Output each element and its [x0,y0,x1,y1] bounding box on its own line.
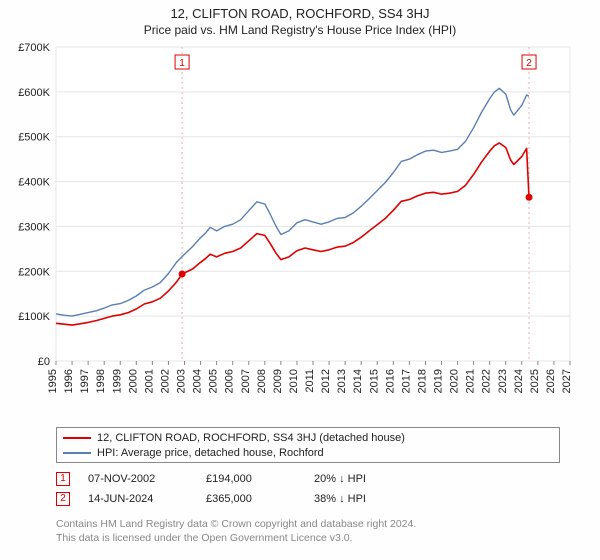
attribution-line: Contains HM Land Registry data © Crown c… [56,517,560,531]
price-chart: £0 £100K £200K £300K £400K £500K £600K £700K 199… [0,41,600,421]
page-title: 12, CLIFTON ROAD, ROCHFORD, SS4 3HJ [0,0,600,21]
x-tick-label: 1995 [47,369,59,393]
x-tick-label: 2007 [240,369,252,393]
x-tick-label: 2003 [176,369,188,393]
sale-date: 14-JUN-2024 [88,493,188,505]
sale-row: 1 07-NOV-2002 £194,000 20% ↓ HPI [56,469,600,489]
x-tick-label: 2013 [336,369,348,393]
x-tick-label: 1998 [95,369,107,393]
sale-price: £194,000 [206,473,296,485]
x-tick-label: 2022 [481,369,493,393]
x-tick-label: 1999 [111,369,123,393]
x-tick-label: 2006 [224,369,236,393]
y-tick-label: £0 [38,356,50,368]
x-tick-label: 2017 [400,369,412,393]
sale-marker: 1 [56,472,70,486]
sale-diff: 20% ↓ HPI [314,473,434,485]
x-tick-label: 2012 [320,369,332,393]
y-tick-label: £200K [18,266,50,278]
attribution: Contains HM Land Registry data © Crown c… [56,517,560,545]
sale-point [526,194,533,201]
sale-date: 07-NOV-2002 [88,473,188,485]
legend-label: 12, CLIFTON ROAD, ROCHFORD, SS4 3HJ (det… [97,432,405,444]
x-tick-label: 2018 [416,369,428,393]
chart-svg: £0 £100K £200K £300K £400K £500K £600K £700K 199… [0,41,600,421]
x-tick-label: 2004 [192,369,204,393]
x-tick-label: 2000 [127,369,139,393]
legend-swatch [63,452,91,454]
x-tick-label: 2020 [449,369,461,393]
legend-item: HPI: Average price, detached house, Roch… [63,445,553,460]
x-tick-label: 2023 [497,369,509,393]
x-tick-label: 2016 [384,369,396,393]
x-tick-label: 2014 [352,369,364,393]
x-tick-label: 2024 [513,369,525,393]
page-subtitle: Price paid vs. HM Land Registry's House … [0,21,600,41]
legend-item: 12, CLIFTON ROAD, ROCHFORD, SS4 3HJ (det… [63,430,553,445]
y-tick-label: £400K [18,177,50,189]
sales-table: 1 07-NOV-2002 £194,000 20% ↓ HPI 2 14-JUN-202… [56,469,600,509]
attribution-line: This data is licensed under the Open Gov… [56,531,560,545]
y-tick-label: £100K [18,311,50,323]
legend-label: HPI: Average price, detached house, Roch… [97,447,324,459]
x-tick-label: 2009 [272,369,284,393]
x-tick-label: 2026 [545,369,557,393]
x-tick-label: 1997 [79,369,91,393]
sale-point [179,270,186,277]
x-tick-label: 2015 [368,369,380,393]
x-tick-label: 2027 [561,369,573,393]
x-tick-label: 2005 [208,369,220,393]
x-tick-label: 2002 [159,369,171,393]
y-tick-label: £500K [18,132,50,144]
x-tick-label: 2008 [256,369,268,393]
x-tick-label: 2001 [143,369,155,393]
y-tick-label: £300K [18,221,50,233]
legend: 12, CLIFTON ROAD, ROCHFORD, SS4 3HJ (det… [56,427,560,463]
x-tick-label: 2011 [304,369,316,393]
x-tick-label: 2021 [465,369,477,393]
x-tick-label: 2019 [433,369,445,393]
sale-marker: 2 [56,492,70,506]
x-tick-label: 2010 [288,369,300,393]
sale-price: £365,000 [206,493,296,505]
sale-diff: 38% ↓ HPI [314,493,434,505]
sale-row: 2 14-JUN-2024 £365,000 38% ↓ HPI [56,489,600,509]
legend-swatch [63,437,91,439]
x-tick-label: 1996 [63,369,75,393]
sale-marker-number: 2 [526,58,532,69]
x-tick-label: 2025 [529,369,541,393]
y-tick-label: £600K [18,87,50,99]
sale-marker-number: 1 [179,58,185,69]
y-tick-label: £700K [18,42,50,54]
